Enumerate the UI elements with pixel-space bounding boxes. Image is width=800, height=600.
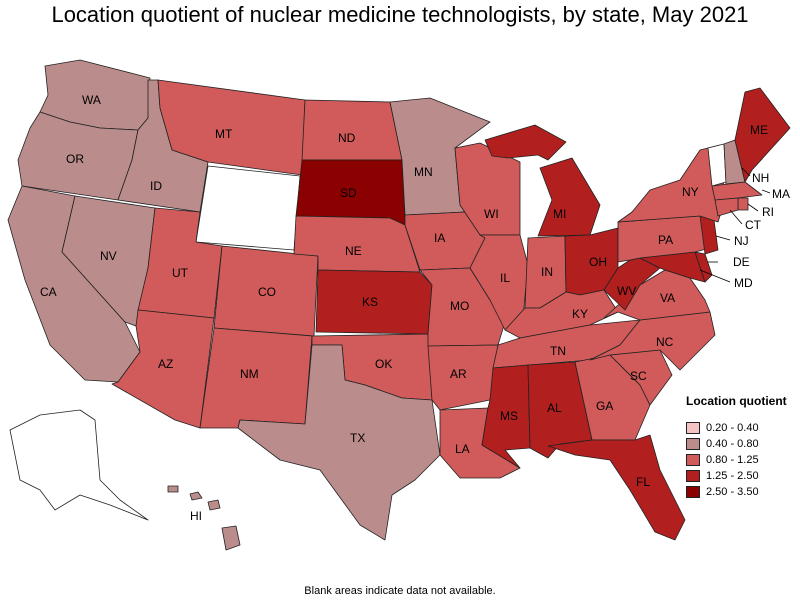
- label-ne: NE: [345, 244, 362, 258]
- label-sd: SD: [340, 186, 357, 200]
- legend-swatch: [686, 454, 700, 466]
- label-nc: NC: [656, 335, 674, 349]
- legend-label: 0.80 - 1.25: [706, 454, 759, 466]
- label-il: IL: [500, 271, 510, 285]
- label-tx: TX: [350, 431, 365, 445]
- label-ga: GA: [596, 399, 613, 413]
- label-hi: HI: [190, 509, 202, 523]
- label-az: AZ: [158, 357, 173, 371]
- state-fl: [547, 434, 686, 541]
- legend-item: 0.20 - 0.40: [686, 420, 798, 436]
- state-ut: [137, 207, 223, 319]
- state-az: [111, 309, 215, 429]
- label-ks: KS: [362, 295, 378, 309]
- label-mo: MO: [450, 299, 469, 313]
- legend-item: 0.40 - 0.80: [686, 436, 798, 452]
- label-ct: CT: [745, 218, 762, 232]
- state-ct: [714, 197, 739, 217]
- state-va: [603, 269, 711, 321]
- legend-label: 2.50 - 3.50: [706, 486, 759, 498]
- label-id: ID: [150, 179, 162, 193]
- state-ri: [737, 197, 749, 211]
- label-ri: RI: [762, 205, 774, 219]
- label-nh: NH: [752, 171, 769, 185]
- legend-label: 1.25 - 2.50: [706, 470, 759, 482]
- legend-label: 0.40 - 0.80: [706, 438, 759, 450]
- legend-swatch: [686, 486, 700, 498]
- label-ok: OK: [375, 357, 392, 371]
- label-nv: NV: [100, 249, 117, 263]
- state-nd: [301, 99, 403, 161]
- map-legend: Location quotient 0.20 - 0.40 0.40 - 0.8…: [686, 394, 798, 500]
- state-ma: [711, 181, 763, 201]
- legend-item: 0.80 - 1.25: [686, 452, 798, 468]
- state-hi: [167, 485, 241, 551]
- label-la: LA: [455, 442, 470, 456]
- legend-item: 2.50 - 3.50: [686, 484, 798, 500]
- state-ak: [9, 409, 149, 521]
- label-wa: WA: [82, 93, 101, 107]
- label-ms: MS: [500, 409, 518, 423]
- legend-swatch: [686, 470, 700, 482]
- label-mn: MN: [414, 165, 433, 179]
- label-ia: IA: [434, 231, 445, 245]
- state-tx: [237, 344, 441, 541]
- label-md: MD: [734, 276, 753, 290]
- label-in: IN: [541, 265, 553, 279]
- label-co: CO: [258, 285, 276, 299]
- footnote: Blank areas indicate data not available.: [304, 585, 496, 597]
- label-nj: NJ: [734, 234, 749, 248]
- label-leader-lines: [699, 167, 771, 283]
- label-fl: FL: [636, 475, 650, 489]
- map-title: Location quotient of nuclear medicine te…: [51, 2, 749, 27]
- label-al: AL: [547, 401, 562, 415]
- label-ny: NY: [682, 185, 699, 199]
- legend-swatch: [686, 438, 700, 450]
- label-mt: MT: [215, 127, 233, 141]
- label-wi: WI: [484, 207, 499, 221]
- legend-item: 1.25 - 2.50: [686, 468, 798, 484]
- label-ut: UT: [172, 266, 189, 280]
- label-tn: TN: [550, 344, 566, 358]
- label-nm: NM: [240, 367, 259, 381]
- state-ar: [427, 344, 499, 411]
- label-de: DE: [733, 255, 750, 269]
- label-oh: OH: [589, 255, 607, 269]
- label-sc: SC: [630, 369, 647, 383]
- label-or: OR: [66, 152, 84, 166]
- label-nd: ND: [338, 131, 356, 145]
- label-me: ME: [750, 123, 768, 137]
- label-ky: KY: [572, 307, 588, 321]
- legend-title: Location quotient: [686, 394, 787, 408]
- label-ma: MA: [772, 187, 790, 201]
- label-mi: MI: [553, 207, 566, 221]
- label-wv: WV: [617, 284, 636, 298]
- state-wy: [195, 165, 301, 251]
- label-ca: CA: [40, 285, 57, 299]
- label-va: VA: [660, 291, 675, 305]
- legend-swatch: [686, 422, 700, 434]
- label-pa: PA: [658, 233, 673, 247]
- label-ar: AR: [450, 367, 467, 381]
- legend-label: 0.20 - 0.40: [706, 422, 759, 434]
